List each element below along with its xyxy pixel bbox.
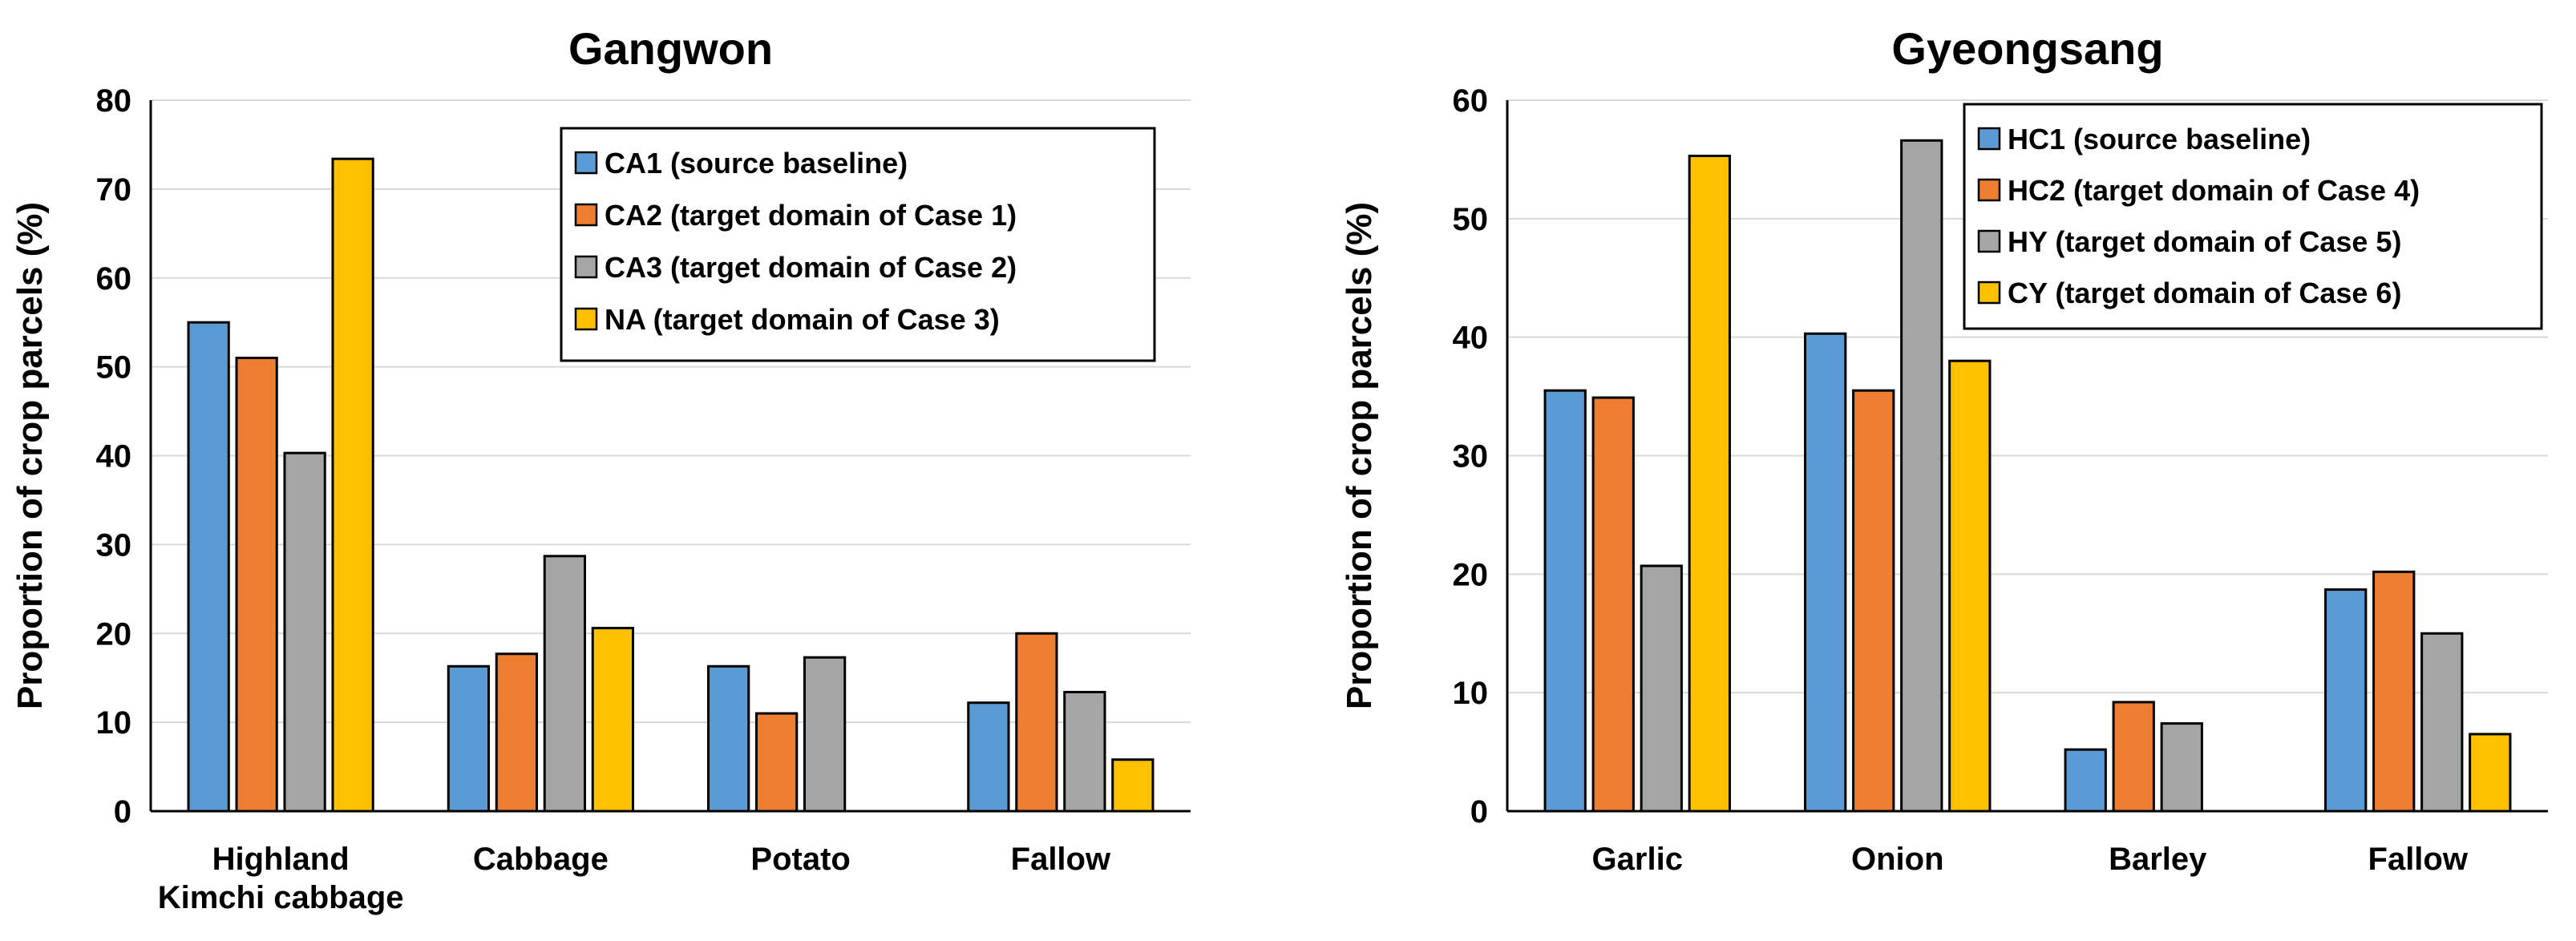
x-tick-label: Highland Kimchi cabbage <box>158 842 404 915</box>
bar <box>1804 332 1847 813</box>
y-tick-label: 30 <box>96 527 132 563</box>
y-tick-label: 0 <box>1470 794 1488 830</box>
bar <box>1948 359 1992 813</box>
y-tick-label: 50 <box>96 350 132 386</box>
legend-label: HC2 (target domain of Case 4) <box>2008 174 2420 207</box>
bar <box>1900 139 1943 813</box>
legend-swatch <box>1977 281 2001 305</box>
y-tick-label: 10 <box>96 705 132 741</box>
y-tick-label: 40 <box>1453 321 1489 356</box>
bar <box>707 664 750 813</box>
y-tick-label: 20 <box>96 616 132 652</box>
y-tick-label: 50 <box>1453 202 1489 237</box>
bar <box>2372 570 2416 813</box>
bar <box>967 701 1010 813</box>
y-tick-label: 60 <box>96 261 132 297</box>
y-axis-label: Proportion of crop parcels (%) <box>1340 202 1379 709</box>
legend-label: HY (target domain of Case 5) <box>2008 225 2401 258</box>
bar <box>1688 154 1731 813</box>
bar <box>1543 389 1587 813</box>
legend-label: NA (target domain of Case 3) <box>605 303 1000 336</box>
bar <box>283 451 326 813</box>
legend-swatch <box>574 307 598 331</box>
bar <box>755 712 799 813</box>
bar <box>2160 722 2203 813</box>
y-tick-label: 40 <box>96 439 132 475</box>
legend <box>560 127 1156 362</box>
bar <box>1063 690 1106 813</box>
legend-swatch <box>1977 178 2001 202</box>
legend-swatch <box>574 151 598 175</box>
bar <box>2420 632 2464 813</box>
bar <box>447 664 491 813</box>
bar <box>187 321 230 813</box>
bar <box>1015 632 1058 813</box>
bar <box>2324 588 2368 813</box>
bar <box>2112 701 2155 813</box>
x-tick-label: Barley <box>2109 842 2207 877</box>
y-tick-label: 30 <box>1453 439 1489 475</box>
bar <box>1111 758 1155 813</box>
legend-swatch <box>1977 229 2001 253</box>
x-tick-label: Fallow <box>2368 842 2469 877</box>
bar <box>331 157 374 813</box>
legend-label: CA3 (target domain of Case 2) <box>605 251 1017 284</box>
chart-title: Gangwon <box>568 23 773 74</box>
bar <box>2064 748 2107 813</box>
legend-swatch <box>574 255 598 279</box>
legend-swatch <box>574 203 598 227</box>
legend-label: HC1 (source baseline) <box>2008 123 2311 155</box>
bar <box>1640 564 1683 813</box>
x-tick-label: Garlic <box>1592 842 1683 877</box>
y-tick-label: 60 <box>1453 83 1489 119</box>
y-tick-label: 70 <box>96 172 132 208</box>
legend-label: CA2 (target domain of Case 1) <box>605 199 1017 232</box>
bar <box>2469 733 2512 813</box>
y-axis-label: Proportion of crop parcels (%) <box>10 202 50 709</box>
bar <box>1852 389 1895 813</box>
legend-label: CA1 (source baseline) <box>605 147 908 180</box>
y-tick-label: 80 <box>96 83 132 119</box>
y-tick-label: 20 <box>1453 557 1489 592</box>
legend <box>1963 103 2543 330</box>
legend-swatch <box>1977 127 2001 151</box>
chart-gyeongsang: 0 10 20 30 40 50 60 Garlic Onion Barley Fallow Gyeo… <box>1340 23 2548 877</box>
x-tick-label: Fallow <box>1011 842 1111 877</box>
bar <box>235 357 278 813</box>
bar <box>543 555 586 813</box>
x-tick-label: Onion <box>1851 842 1944 877</box>
chart-gangwon: 0 10 20 30 40 50 60 70 80 Highland Kimchi cabbage C… <box>10 23 1191 915</box>
y-tick-label: 0 <box>114 794 131 830</box>
chart-title: Gyeongsang <box>1891 23 2163 74</box>
x-tick-label: Potato <box>750 842 850 877</box>
bar <box>803 656 847 813</box>
bar <box>495 652 539 813</box>
bar <box>591 627 634 813</box>
y-tick-label: 10 <box>1453 676 1489 711</box>
legend-label: CY (target domain of Case 6) <box>2008 277 2401 309</box>
bar <box>1591 396 1635 813</box>
x-tick-label: Cabbage <box>473 842 609 877</box>
